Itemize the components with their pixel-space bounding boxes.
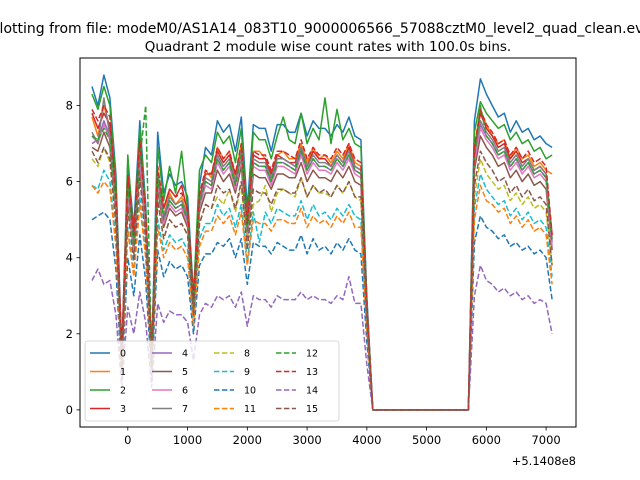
legend-label-12: 12 [306, 349, 318, 360]
x-tick-label: 7000 [531, 433, 560, 447]
y-tick-label: 6 [66, 175, 73, 189]
legend-label-7: 7 [182, 404, 188, 415]
x-axis: 0 1000 2000 3000 4000 5000 6000 7000 [124, 427, 561, 447]
series-line-9 [91, 169, 553, 411]
series-line-8 [91, 146, 553, 411]
y-tick-label: 8 [66, 99, 73, 113]
legend-label-6: 6 [182, 386, 188, 397]
x-tick-label: 4000 [352, 433, 381, 447]
series-line-2 [91, 85, 553, 411]
legend-label-0: 0 [120, 349, 126, 360]
series-line-11 [91, 180, 553, 411]
x-tick-label: 0 [124, 433, 131, 447]
series-layer [91, 74, 553, 411]
legend-label-1: 1 [120, 367, 126, 378]
figure-suptitle: Plotting from file: modeM0/AS1A14_083T10… [0, 21, 640, 37]
x-tick-label: 6000 [472, 433, 501, 447]
legend-label-15: 15 [306, 404, 318, 415]
series-line-5 [91, 131, 553, 411]
y-tick-label: 0 [66, 403, 73, 417]
legend-label-13: 13 [306, 367, 318, 378]
x-tick-label: 3000 [292, 433, 321, 447]
legend-label-2: 2 [120, 386, 126, 397]
legend-label-11: 11 [244, 404, 256, 415]
legend-label-9: 9 [244, 367, 250, 378]
plot-frame [79, 57, 577, 428]
y-axis: 0 2 4 6 8 [66, 99, 80, 417]
x-tick-label: 1000 [173, 433, 202, 447]
legend-label-14: 14 [306, 386, 318, 397]
series-line-15 [91, 146, 553, 411]
legend-label-4: 4 [182, 349, 188, 360]
x-tick-label: 5000 [412, 433, 441, 447]
y-tick-label: 4 [66, 251, 73, 265]
series-line-14 [91, 264, 553, 411]
chart-title: Quadrant 2 module wise count rates with … [145, 39, 511, 55]
series-line-13 [91, 104, 553, 411]
x-tick-label: 2000 [233, 433, 262, 447]
series-line-10 [91, 211, 553, 411]
y-tick-label: 2 [66, 327, 73, 341]
legend-label-10: 10 [244, 386, 256, 397]
x-offset-label: +5.1408e8 [512, 454, 576, 468]
legend-label-8: 8 [244, 349, 250, 360]
series-line-0 [91, 74, 553, 411]
series-line-12 [91, 104, 553, 411]
legend-label-5: 5 [182, 367, 188, 378]
legend-label-3: 3 [120, 404, 126, 415]
series-line-6 [91, 123, 553, 411]
legend-box [84, 340, 340, 422]
